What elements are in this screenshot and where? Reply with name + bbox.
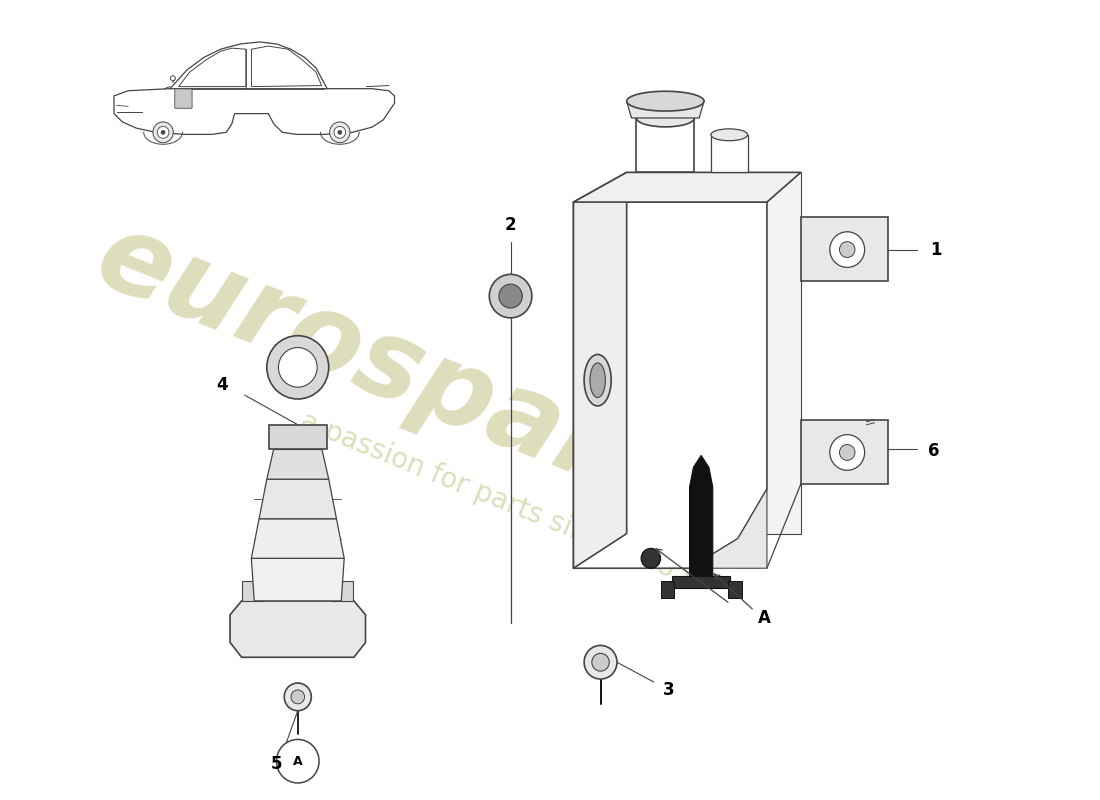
Circle shape: [592, 654, 609, 671]
Polygon shape: [251, 558, 344, 601]
Polygon shape: [251, 518, 344, 558]
Ellipse shape: [627, 91, 704, 111]
Text: 5: 5: [271, 755, 283, 773]
Polygon shape: [690, 489, 767, 568]
Ellipse shape: [711, 129, 748, 141]
Polygon shape: [690, 455, 713, 576]
Circle shape: [267, 336, 329, 399]
Text: A: A: [293, 754, 303, 768]
Polygon shape: [636, 118, 694, 172]
Text: A: A: [758, 609, 770, 626]
Text: 3: 3: [662, 681, 674, 699]
Circle shape: [284, 683, 311, 710]
Polygon shape: [660, 581, 674, 598]
Circle shape: [278, 347, 317, 387]
Circle shape: [490, 274, 532, 318]
Polygon shape: [573, 172, 801, 202]
Polygon shape: [242, 581, 263, 601]
Polygon shape: [230, 601, 365, 658]
Circle shape: [292, 690, 305, 704]
Polygon shape: [573, 172, 627, 568]
Circle shape: [157, 126, 169, 138]
Polygon shape: [114, 89, 395, 134]
Circle shape: [161, 130, 165, 134]
Polygon shape: [728, 581, 741, 598]
Text: a passion for parts since 1985: a passion for parts since 1985: [296, 407, 696, 590]
Text: 2: 2: [505, 216, 516, 234]
Polygon shape: [573, 202, 767, 568]
Text: 6: 6: [927, 442, 939, 461]
Circle shape: [829, 434, 865, 470]
Circle shape: [276, 739, 319, 783]
Ellipse shape: [584, 354, 612, 406]
Polygon shape: [711, 134, 748, 172]
Polygon shape: [672, 576, 730, 588]
Polygon shape: [268, 425, 327, 450]
Polygon shape: [267, 450, 329, 479]
Circle shape: [839, 242, 855, 258]
Circle shape: [641, 549, 660, 568]
Polygon shape: [260, 479, 337, 518]
Circle shape: [584, 646, 617, 679]
Polygon shape: [801, 217, 888, 282]
Circle shape: [829, 232, 865, 267]
Polygon shape: [627, 172, 801, 534]
Ellipse shape: [636, 109, 694, 127]
Circle shape: [153, 122, 173, 142]
Polygon shape: [627, 101, 704, 118]
Polygon shape: [801, 420, 888, 484]
Circle shape: [170, 76, 175, 81]
Text: 1: 1: [931, 241, 942, 258]
Text: 4: 4: [217, 376, 228, 394]
Circle shape: [839, 445, 855, 460]
Circle shape: [334, 126, 345, 138]
Polygon shape: [331, 581, 353, 601]
Text: eurospares: eurospares: [81, 202, 757, 558]
Circle shape: [338, 130, 342, 134]
FancyBboxPatch shape: [175, 89, 192, 108]
Circle shape: [499, 284, 522, 308]
Circle shape: [330, 122, 350, 142]
Polygon shape: [178, 48, 245, 86]
Polygon shape: [252, 46, 321, 86]
Ellipse shape: [590, 363, 605, 398]
